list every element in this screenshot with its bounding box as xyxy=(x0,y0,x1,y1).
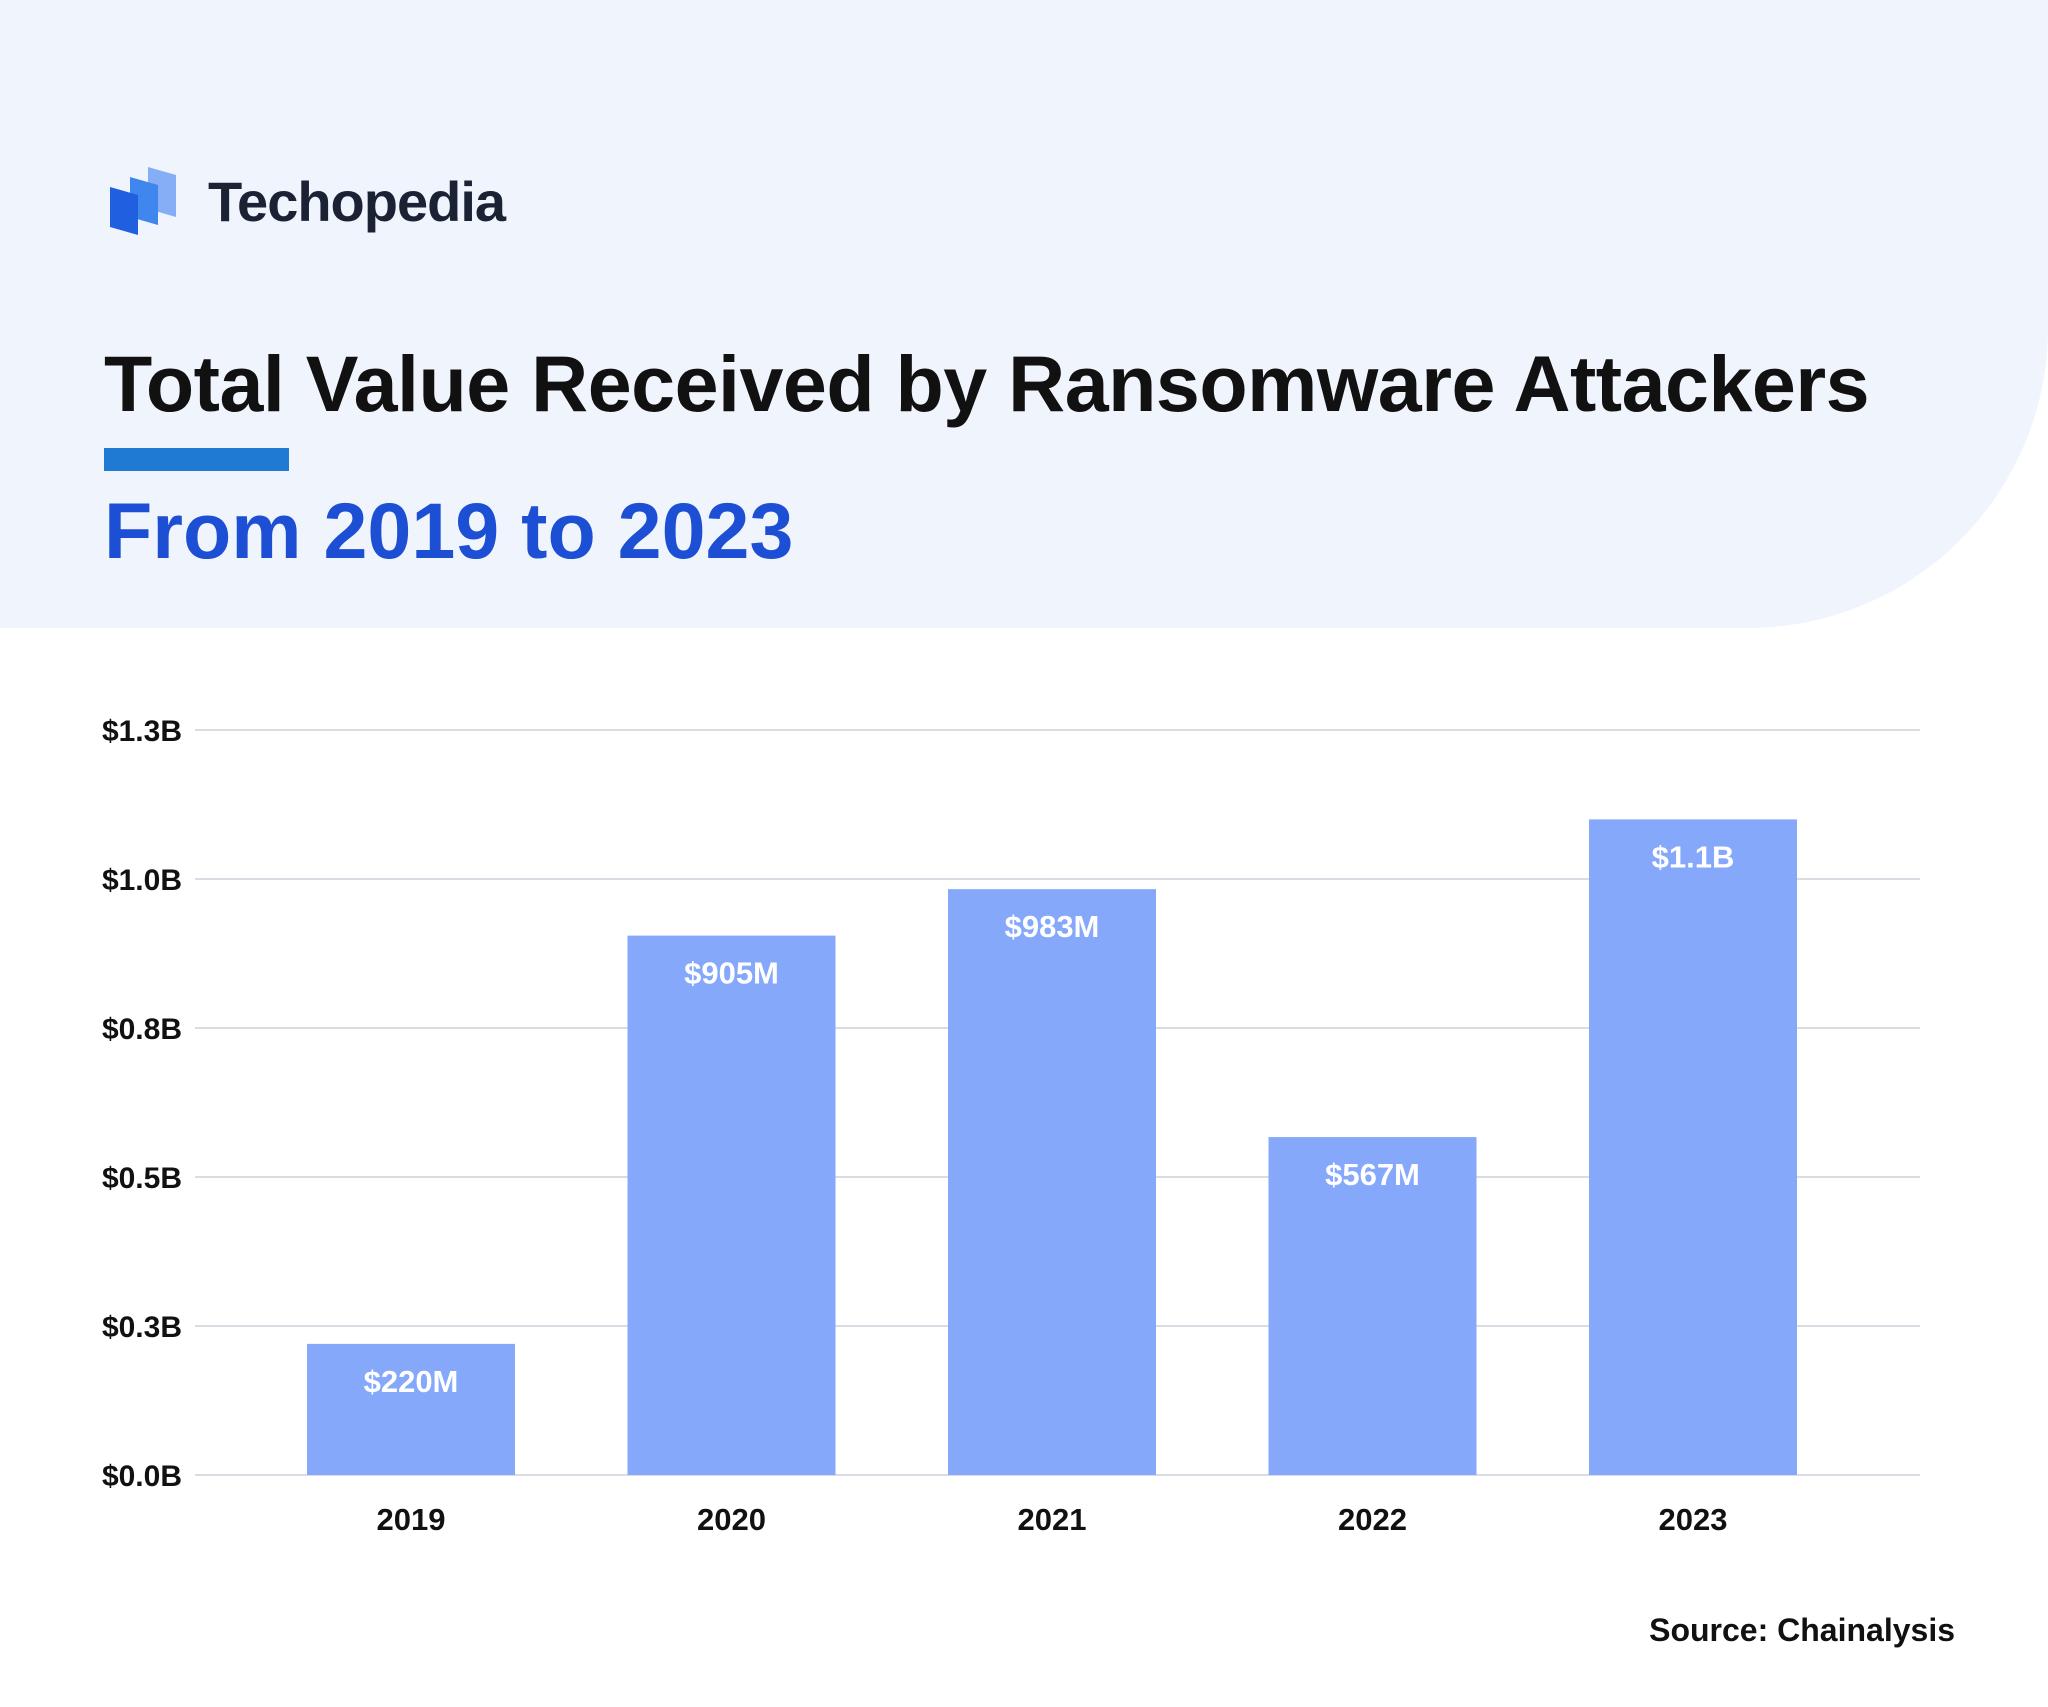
stacked-panels-icon xyxy=(108,165,180,237)
bar xyxy=(948,889,1156,1475)
brand-logo: Techopedia xyxy=(108,165,506,237)
source-note: Source: Chainalysis xyxy=(1649,1612,1955,1648)
bar-data-label: $905M xyxy=(684,956,779,991)
bar-data-label: $1.1B xyxy=(1652,839,1735,874)
y-tick-label: $0.5B xyxy=(102,1162,182,1195)
brand-name: Techopedia xyxy=(208,169,506,233)
bar xyxy=(307,1343,515,1475)
y-tick-label: $0.8B xyxy=(102,1013,182,1046)
y-tick-label: $1.3B xyxy=(102,715,182,748)
x-tick-label: 2020 xyxy=(697,1502,766,1537)
bar-data-label: $567M xyxy=(1325,1157,1420,1192)
page-subtitle: From 2019 to 2023 xyxy=(104,486,794,575)
bar xyxy=(1589,819,1797,1475)
page-title: Total Value Received by Ransomware Attac… xyxy=(104,339,1870,428)
y-tick-label: $0.0B xyxy=(102,1460,182,1493)
x-tick-label: 2019 xyxy=(377,1502,446,1537)
y-tick-label: $0.3B xyxy=(102,1311,182,1344)
x-tick-label: 2021 xyxy=(1018,1502,1087,1537)
bar-data-label: $983M xyxy=(1005,909,1100,944)
header-panel xyxy=(0,0,2048,628)
x-tick-label: 2022 xyxy=(1338,1502,1407,1537)
y-tick-label: $1.0B xyxy=(102,864,182,897)
bar xyxy=(627,935,836,1475)
bar xyxy=(1268,1137,1477,1475)
bar-data-label: $220M xyxy=(364,1364,459,1399)
title-accent-bar xyxy=(104,448,289,471)
x-tick-label: 2023 xyxy=(1659,1502,1728,1537)
